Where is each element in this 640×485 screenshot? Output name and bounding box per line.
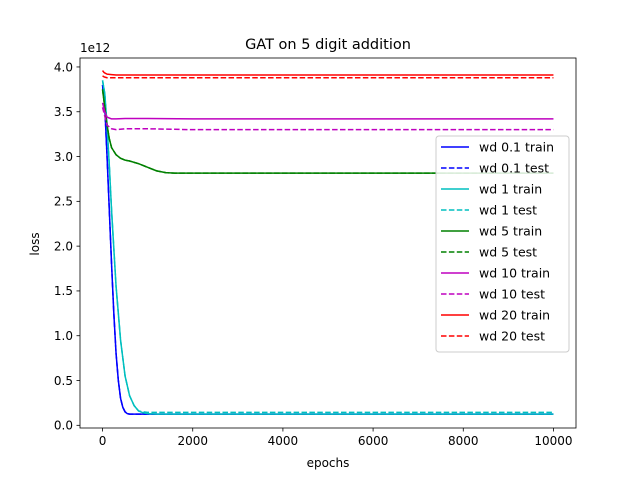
series-line-1 <box>101 84 554 415</box>
legend-box <box>435 135 570 353</box>
y-tick-label: 2.5 <box>54 195 73 209</box>
y-axis-offset-label: 1e12 <box>80 41 110 55</box>
legend-entry-label: wd 5 test <box>479 245 537 260</box>
x-tick-label: 8000 <box>448 434 479 448</box>
series-layer <box>101 70 554 415</box>
y-tick-label: 0.0 <box>54 419 73 433</box>
x-tick-label: 2000 <box>177 434 208 448</box>
legend-entry-label: wd 1 test <box>479 203 537 218</box>
legend-entry-label: wd 1 train <box>479 182 542 197</box>
series-line-7 <box>101 107 554 131</box>
legend-entry-label: wd 20 train <box>479 308 550 323</box>
x-tick-label: 10000 <box>534 434 572 448</box>
legend-entry-label: wd 0.1 train <box>479 140 554 155</box>
legend: wd 0.1 train wd 0.1 test wd 1 train wd 1 te… <box>435 135 570 353</box>
x-tick-label: 4000 <box>268 434 299 448</box>
legend-entry-label: wd 20 test <box>479 329 545 344</box>
series-line-9 <box>102 75 554 79</box>
x-tick-label: 6000 <box>358 434 389 448</box>
x-axis-label: epochs <box>307 456 350 470</box>
plot-frame <box>79 57 577 429</box>
axes-layer: 0 2000 4000 6000 8000 10000 0.0 0.5 1.0 1.5 2.0 2.5… <box>54 57 577 448</box>
y-tick-label: 0.5 <box>54 374 73 388</box>
legend-entry-label: wd 0.1 test <box>479 161 549 176</box>
legend-entry-label: wd 10 test <box>479 287 545 302</box>
series-line-8 <box>101 70 554 76</box>
series-line-5 <box>101 89 554 174</box>
y-tick-label: 4.0 <box>54 60 73 74</box>
x-tick-label: 0 <box>99 434 107 448</box>
legend-entry-label: wd 10 train <box>479 266 550 281</box>
y-tick-label: 1.5 <box>54 284 73 298</box>
legend-entry-label: wd 5 train <box>479 224 542 239</box>
y-tick-label: 3.5 <box>54 105 73 119</box>
y-axis-label: loss <box>28 232 42 255</box>
chart-title: GAT on 5 digit addition <box>245 37 411 53</box>
y-tick-label: 2.0 <box>54 239 73 253</box>
y-tick-label: 3.0 <box>54 150 73 164</box>
series-line-3 <box>101 80 554 414</box>
y-tick-label: 1.0 <box>54 329 73 343</box>
series-line-6 <box>101 102 554 120</box>
